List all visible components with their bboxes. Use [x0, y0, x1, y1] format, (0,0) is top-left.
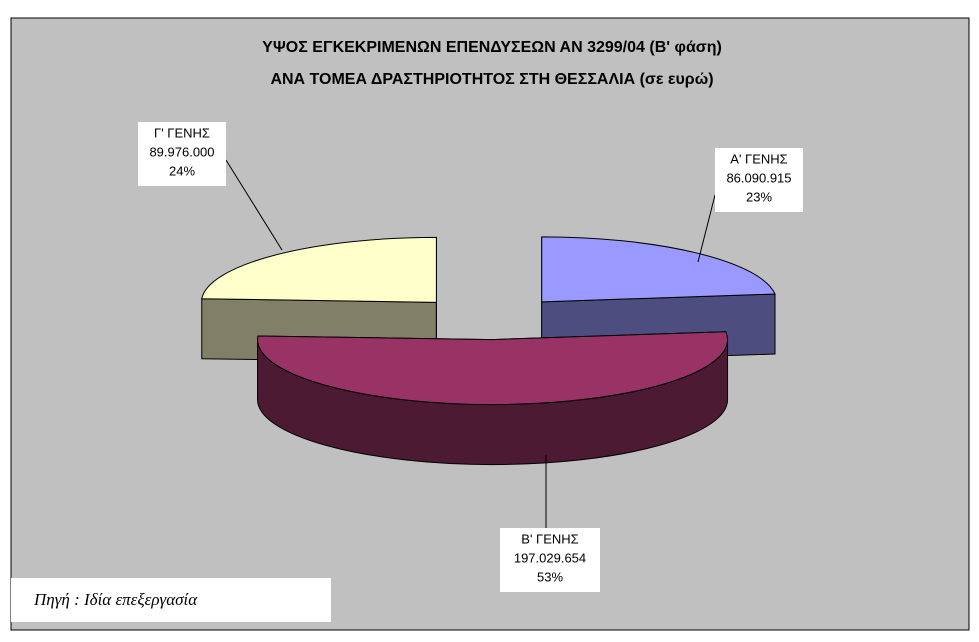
label-box — [715, 148, 803, 212]
slice — [257, 331, 729, 466]
data-label-percent: 24% — [169, 163, 195, 178]
chart-area — [10, 17, 970, 631]
data-label-category: Γ' ΓΕΝΗΣ — [154, 125, 210, 140]
label-box — [138, 122, 226, 186]
data-label-percent: 53% — [537, 569, 563, 584]
data-label-category: Α' ΓΕΝΗΣ — [730, 151, 787, 166]
labels: Α' ΓΕΝΗΣ 86.090.915 23% Β' ΓΕΝΗΣ 197.029.654… — [138, 122, 803, 592]
slice-top — [201, 236, 437, 303]
data-label-value: 86.090.915 — [726, 170, 791, 185]
chart-title: ΥΨΟΣ ΕΓΚΕΚΡΙΜΕΝΩΝ ΕΠΕΝΔΥΣΕΩΝ ΑΝ 3299/04 … — [262, 39, 722, 56]
data-label-percent: 23% — [746, 189, 772, 204]
source: Πηγή : Ιδία επεξεργασία — [33, 590, 198, 609]
label-box — [500, 528, 600, 592]
slice-top — [257, 331, 729, 406]
slice-top — [541, 236, 776, 303]
leader-line — [225, 159, 283, 251]
source-box — [11, 578, 331, 622]
leader-line — [697, 194, 716, 263]
pie — [201, 236, 776, 466]
data-label-value: 89.976.000 — [149, 144, 214, 159]
chart-subtitle: ΑΝΑ ΤΟΜΕΑ ΔΡΑΣΤΗΡΙΟΤΗΤΟΣ ΣΤΗ ΘΕΣΣΑΛΙΑ (σ… — [270, 71, 713, 88]
data-label-category: Β' ΓΕΝΗΣ — [521, 531, 578, 546]
data-label-value: 197.029.654 — [514, 550, 586, 565]
